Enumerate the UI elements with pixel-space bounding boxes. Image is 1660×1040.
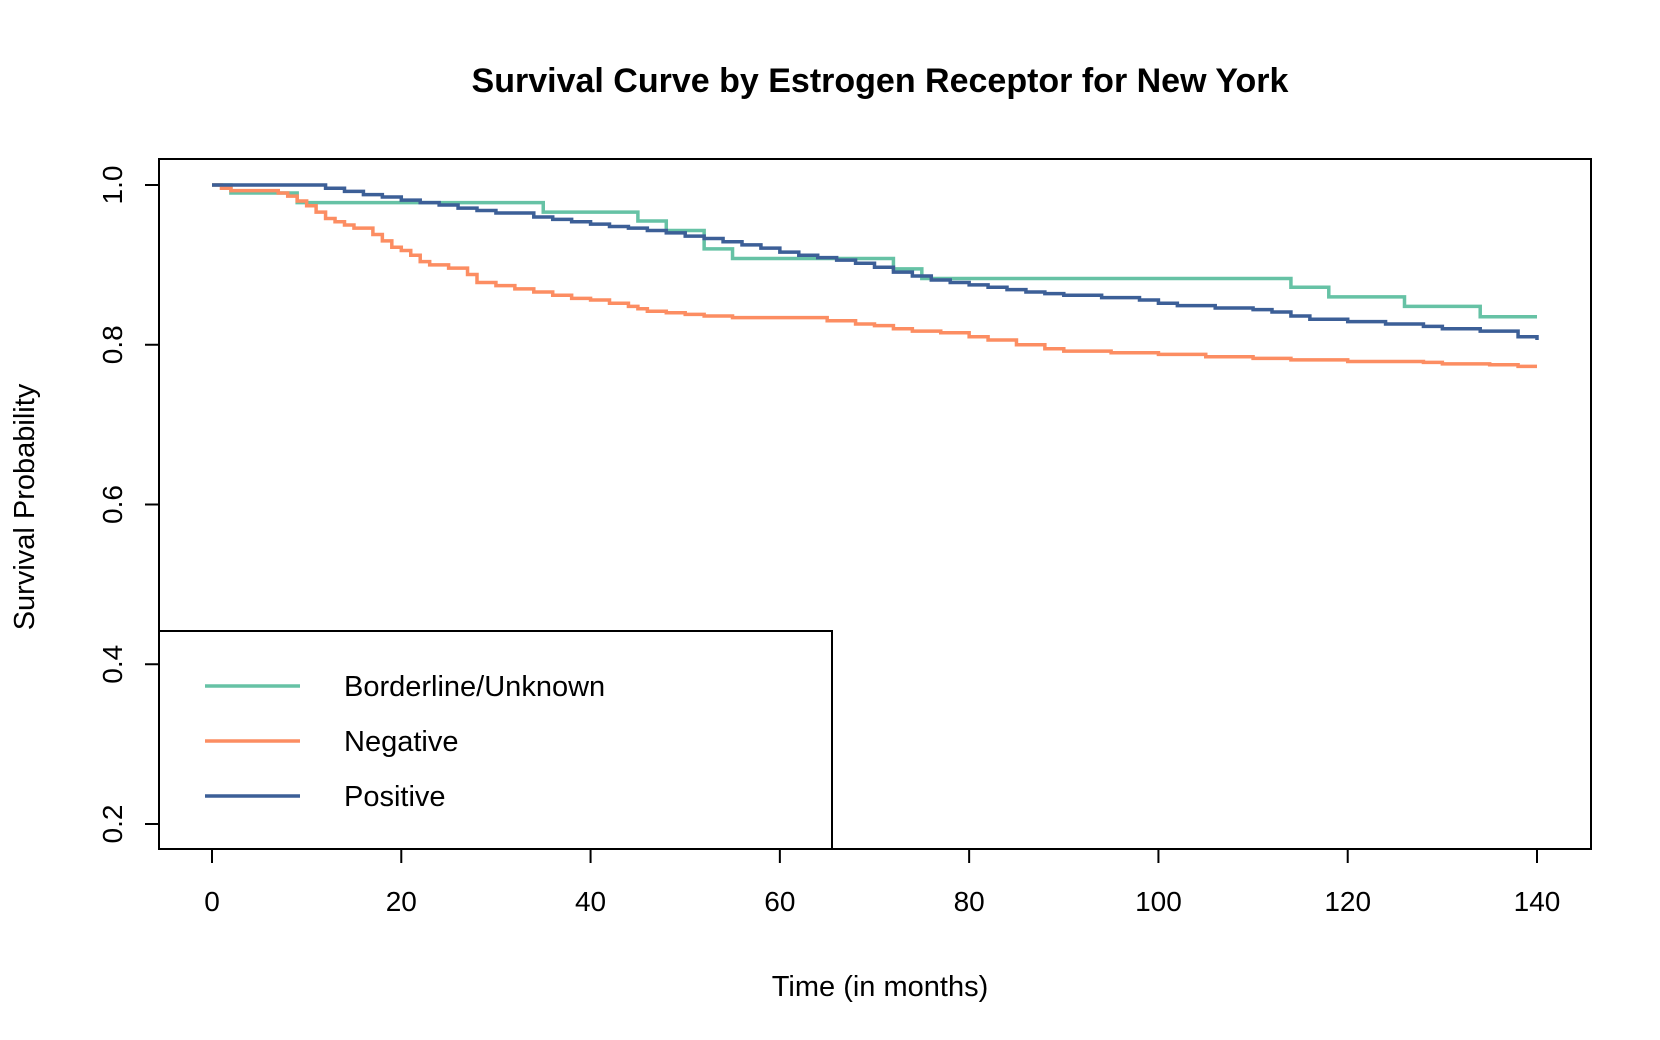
y-tick-label: 1.0 bbox=[97, 166, 128, 205]
curve-borderline-unknown bbox=[212, 183, 1537, 319]
chart-title: Survival Curve by Estrogen Receptor for … bbox=[472, 62, 1289, 100]
y-tick-label: 0.8 bbox=[97, 325, 128, 364]
legend: Borderline/Unknown Negative Positive bbox=[158, 630, 833, 850]
x-tick-label: 140 bbox=[1514, 886, 1561, 917]
y-tick-label: 0.2 bbox=[97, 805, 128, 844]
legend-label-negative: Negative bbox=[344, 726, 458, 758]
legend-label-borderline-unknown: Borderline/Unknown bbox=[344, 671, 605, 703]
x-tick-label: 20 bbox=[386, 886, 417, 917]
x-tick-label: 60 bbox=[764, 886, 795, 917]
curve-positive bbox=[212, 183, 1539, 340]
y-tick-label: 0.6 bbox=[97, 485, 128, 524]
x-axis: 0 20 40 60 80 100 120 140 bbox=[204, 848, 1561, 917]
legend-label-positive: Positive bbox=[344, 781, 446, 813]
survival-curves bbox=[212, 183, 1539, 369]
y-axis-title: Survival Probability bbox=[9, 383, 41, 630]
y-tick-label: 0.4 bbox=[97, 645, 128, 684]
x-tick-label: 0 bbox=[204, 886, 220, 917]
x-tick-label: 100 bbox=[1135, 886, 1182, 917]
x-tick-label: 80 bbox=[954, 886, 985, 917]
x-axis-title: Time (in months) bbox=[772, 971, 988, 1003]
x-tick-label: 40 bbox=[575, 886, 606, 917]
x-tick-label: 120 bbox=[1324, 886, 1371, 917]
curve-negative bbox=[212, 183, 1537, 369]
y-axis: 0.2 0.4 0.6 0.8 1.0 bbox=[97, 166, 160, 844]
